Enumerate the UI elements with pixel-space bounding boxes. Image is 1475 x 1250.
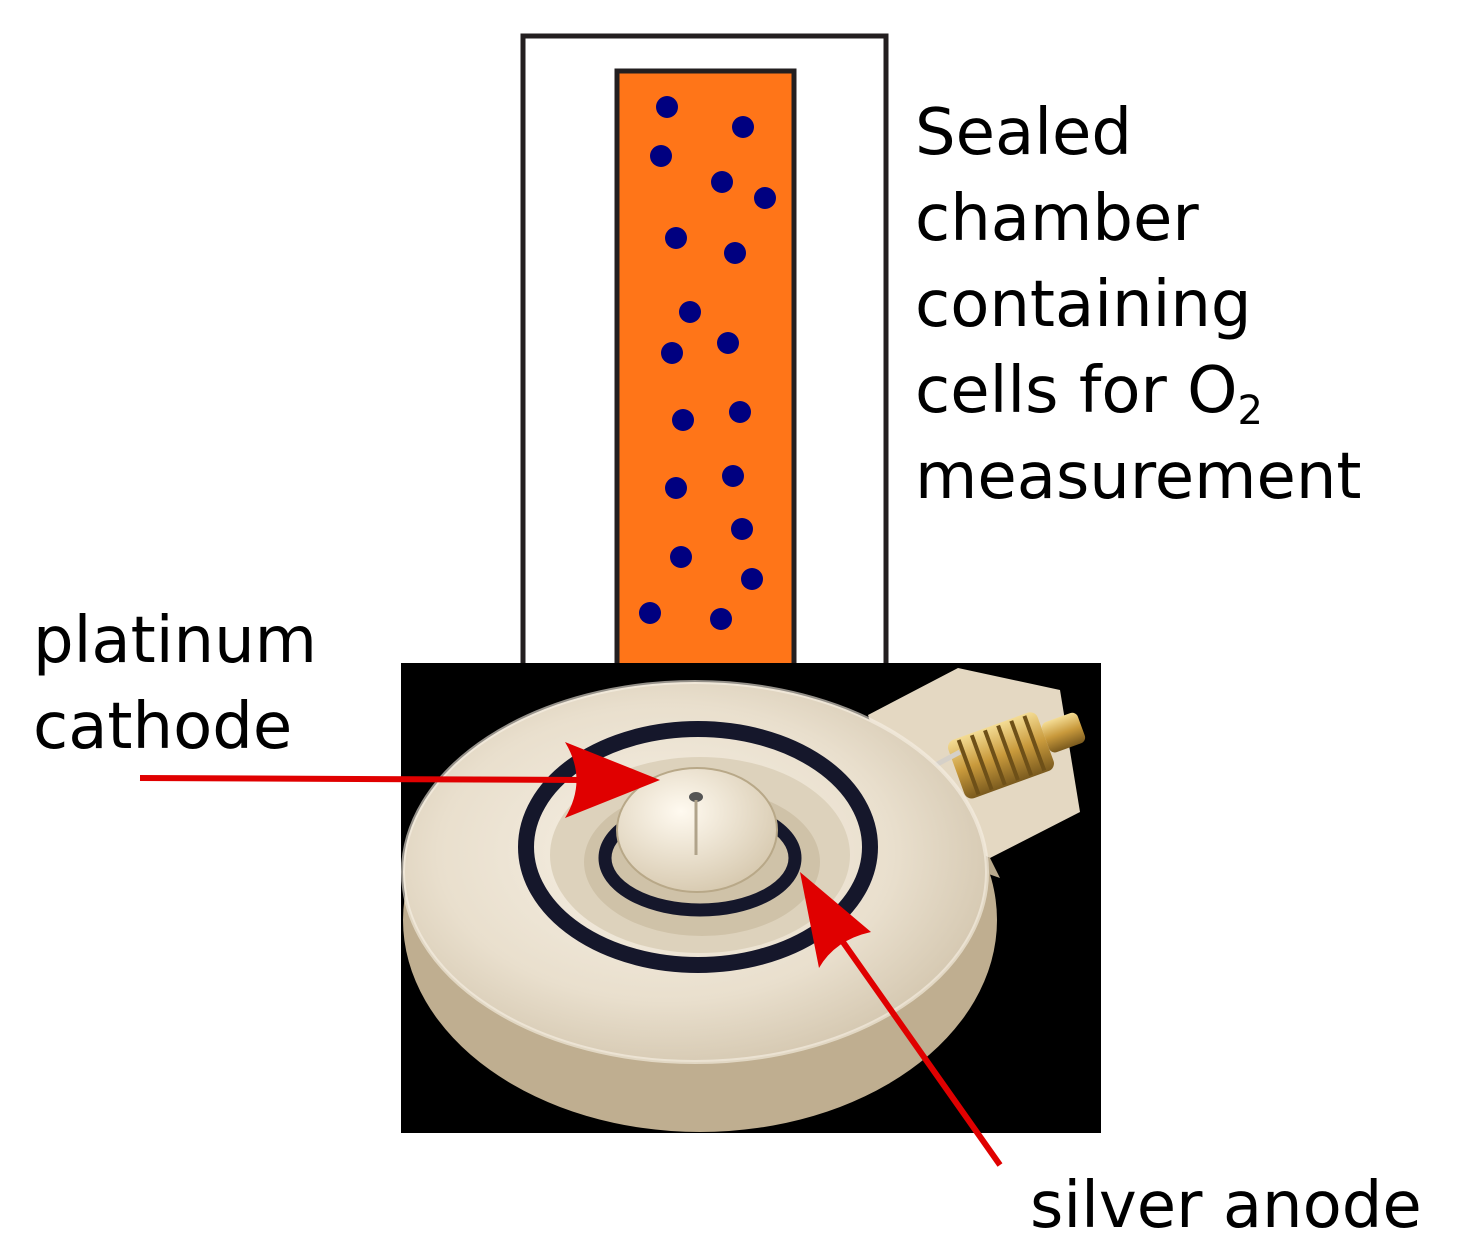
cell: [754, 187, 776, 209]
anode-arrow-icon: [800, 872, 1003, 1167]
chamber-label-line: measurement: [915, 440, 1362, 514]
cell: [661, 342, 683, 364]
oxygen-subscript: 2: [1237, 388, 1263, 434]
cell: [729, 401, 751, 423]
cell: [731, 518, 753, 540]
cell: [650, 145, 672, 167]
outer-o-ring: [518, 721, 878, 973]
chamber-label-line: Sealed: [915, 96, 1132, 170]
cell: [665, 477, 687, 499]
cell: [724, 242, 746, 264]
chamber-label-line: cells for O2: [915, 348, 1362, 434]
cell-suspension: [614, 68, 797, 669]
cell: [717, 332, 739, 354]
electrode-photo-icon: [401, 663, 1101, 1133]
cathode-label-line: cathode: [33, 690, 293, 764]
anode-label-text: silver anode: [1030, 1169, 1422, 1243]
cell: [670, 546, 692, 568]
cathode-label-line: platinum: [33, 604, 317, 678]
chamber-label-text: cells for O: [915, 354, 1238, 428]
anode-label: silver anode: [1030, 1163, 1422, 1249]
chamber-label: Sealed chamber containing cells for O2 m…: [915, 90, 1362, 520]
cell: [672, 409, 694, 431]
chamber-label-line: containing: [915, 268, 1252, 342]
cell: [722, 465, 744, 487]
cell: [732, 116, 754, 138]
cell: [665, 227, 687, 249]
cell: [711, 171, 733, 193]
cell: [710, 608, 732, 630]
cell: [656, 96, 678, 118]
cell: [639, 602, 661, 624]
cathode-arrow-icon: [139, 742, 660, 818]
cells-icon: [639, 96, 776, 630]
cathode-label: platinum cathode: [33, 598, 317, 770]
chamber-label-line: chamber: [915, 182, 1199, 256]
cell: [741, 568, 763, 590]
cell: [679, 301, 701, 323]
